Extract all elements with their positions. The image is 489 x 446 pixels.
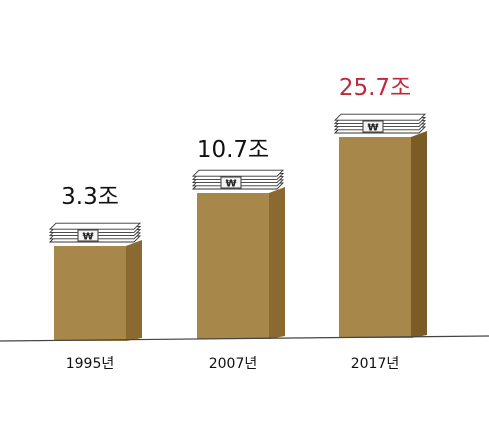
- money-stack-icon: ₩: [48, 222, 142, 243]
- bar-front-face: [339, 137, 411, 338]
- x-tick-label-2017: 2017년: [351, 356, 400, 372]
- bar-front-face: [197, 193, 269, 339]
- data-label-2007: 10.7조: [197, 137, 269, 163]
- bar-2017: ₩: [333, 113, 427, 338]
- money-stack-icon: ₩: [191, 169, 285, 190]
- data-label-2017: 25.7조: [339, 75, 411, 101]
- currency-symbol: ₩: [225, 179, 236, 190]
- bars-layer: ₩ ₩ ₩: [48, 113, 427, 341]
- bar-2007: ₩: [191, 169, 285, 339]
- bar-1995: ₩: [48, 222, 142, 341]
- currency-symbol: ₩: [82, 232, 93, 243]
- x-axis-line: [0, 335, 489, 342]
- x-tick-label-2007: 2007년: [209, 356, 258, 372]
- money-stack-icon: ₩: [333, 113, 427, 134]
- labels-layer: 3.3조 1995년 10.7조 2007년 25.7조 2017년: [61, 75, 411, 372]
- x-tick-label-1995: 1995년: [66, 356, 115, 372]
- bar-side-face: [411, 131, 427, 338]
- bar-side-face: [269, 187, 285, 339]
- data-label-1995: 3.3조: [61, 184, 119, 210]
- currency-symbol: ₩: [367, 123, 378, 134]
- bar-side-face: [126, 240, 142, 341]
- bar-front-face: [54, 246, 126, 341]
